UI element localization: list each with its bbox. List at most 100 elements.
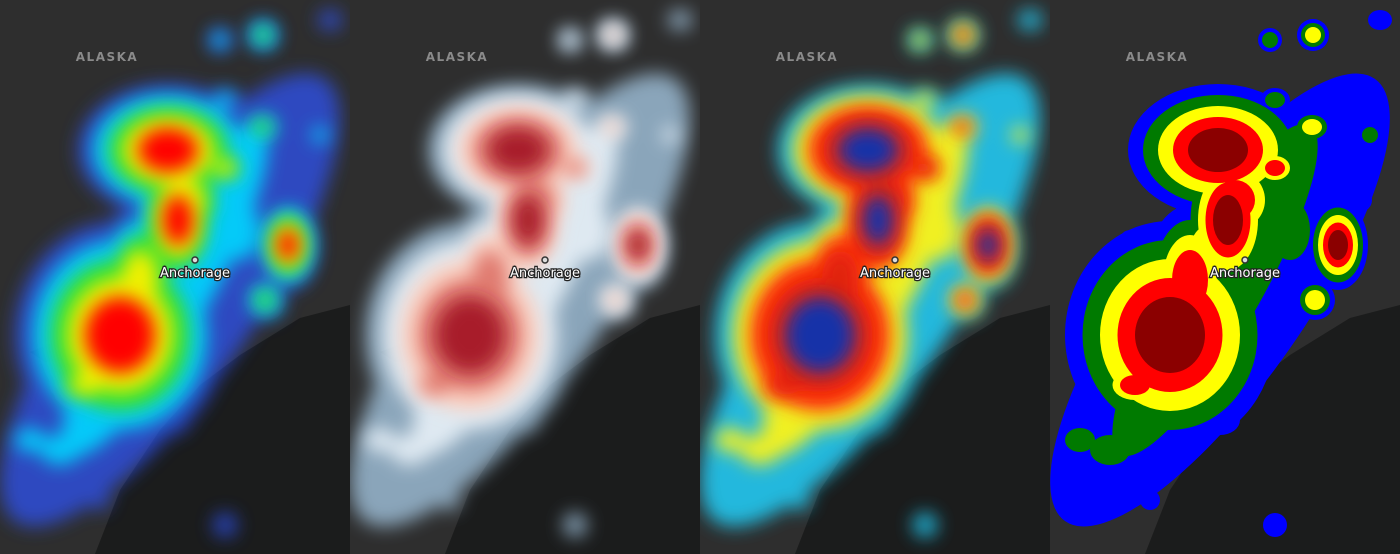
heat-blob	[1368, 10, 1392, 30]
heat-blob	[913, 513, 937, 537]
heat-blob	[570, 200, 610, 260]
heat-blob	[318, 10, 342, 30]
heat-layer	[435, 128, 648, 373]
heat-blob	[212, 32, 228, 48]
heat-blob	[628, 230, 648, 260]
heat-blob	[1120, 375, 1150, 395]
region-label: ALASKA	[776, 50, 838, 64]
water	[1145, 305, 1400, 554]
heat-blob	[312, 127, 328, 143]
heat-blob	[1328, 230, 1348, 260]
heat-blob	[1348, 188, 1372, 212]
heat-blob	[952, 119, 972, 135]
heat-blob	[1305, 27, 1321, 43]
heat-blob	[1213, 195, 1243, 245]
heat-layer	[785, 128, 998, 373]
heat-blob	[602, 119, 622, 135]
heat-blob	[213, 513, 237, 537]
heat-blob	[1135, 297, 1205, 373]
heat-blob	[770, 230, 790, 250]
heat-blob	[40, 435, 80, 465]
city-marker	[191, 256, 199, 264]
heat-blob	[1120, 230, 1140, 250]
map-panel: ALASKA Anchorage	[350, 0, 700, 554]
heat-blob	[472, 250, 508, 310]
city-label: Anchorage	[1210, 266, 1280, 281]
heat-blob	[955, 290, 975, 310]
heat-blob	[215, 160, 235, 176]
heat-blob	[978, 230, 998, 260]
heat-blob	[488, 128, 548, 172]
heat-blob	[822, 250, 858, 310]
heat-blob	[15, 428, 45, 452]
heat-blob	[648, 188, 672, 212]
water	[95, 305, 350, 554]
heat-blob	[915, 92, 935, 108]
heat-blob	[255, 27, 271, 43]
map-panel: ALASKA Anchorage	[700, 0, 1050, 554]
heat-blob	[70, 230, 90, 250]
heat-blob	[70, 375, 100, 395]
heat-blob	[220, 200, 260, 260]
heat-blob	[1018, 10, 1042, 30]
heat-blob	[912, 32, 928, 48]
heat-blob	[668, 10, 692, 30]
region-label: ALASKA	[1126, 50, 1188, 64]
heat-blob	[252, 119, 272, 135]
heat-blob	[390, 435, 430, 465]
water	[795, 305, 1050, 554]
heat-blob	[513, 195, 543, 245]
map-panel: ALASKA Anchorage	[1050, 0, 1400, 554]
heat-blob	[1188, 128, 1248, 172]
map-panel: ALASKA Anchorage	[0, 0, 350, 554]
heat-blob	[90, 490, 110, 510]
heat-blob	[565, 160, 585, 176]
heat-blob	[435, 297, 505, 373]
heat-blob	[790, 490, 810, 510]
heat-layer	[85, 128, 298, 373]
heat-blob	[1362, 127, 1378, 143]
heat-blob	[605, 27, 621, 43]
heat-blob	[138, 128, 198, 172]
heat-blob	[915, 160, 935, 176]
heat-blob	[1140, 490, 1160, 510]
heat-blob	[1302, 119, 1322, 135]
heat-blob	[1265, 160, 1285, 176]
heat-blob	[565, 92, 585, 108]
heat-blob	[715, 428, 745, 452]
water	[445, 305, 700, 554]
city-label: Anchorage	[860, 266, 930, 281]
heat-blob	[440, 490, 460, 510]
heat-blob	[770, 375, 800, 395]
heat-blob	[563, 513, 587, 537]
heat-layer	[1135, 128, 1348, 373]
heat-blob	[420, 230, 440, 250]
region-label: ALASKA	[426, 50, 488, 64]
heat-blob	[163, 195, 193, 245]
region-label: ALASKA	[76, 50, 138, 64]
heat-blob	[562, 32, 578, 48]
heat-blob	[255, 290, 275, 310]
heat-blob	[1305, 290, 1325, 310]
heat-blob	[215, 92, 235, 108]
city-marker	[1241, 256, 1249, 264]
heat-blob	[1065, 428, 1095, 452]
heat-blob	[1172, 250, 1208, 310]
heat-blob	[785, 297, 855, 373]
heat-blob	[1090, 435, 1130, 465]
city-label: Anchorage	[510, 266, 580, 281]
heat-blob	[1270, 200, 1310, 260]
city-label: Anchorage	[160, 266, 230, 281]
heat-blob	[955, 27, 971, 43]
heat-blob	[920, 200, 960, 260]
heat-blob	[863, 195, 893, 245]
heat-blob	[662, 127, 678, 143]
city-marker	[541, 256, 549, 264]
heat-blob	[740, 435, 780, 465]
heat-blob	[85, 297, 155, 373]
heat-blob	[1262, 32, 1278, 48]
heat-blob	[278, 230, 298, 260]
city-marker	[891, 256, 899, 264]
heat-blob	[1265, 92, 1285, 108]
